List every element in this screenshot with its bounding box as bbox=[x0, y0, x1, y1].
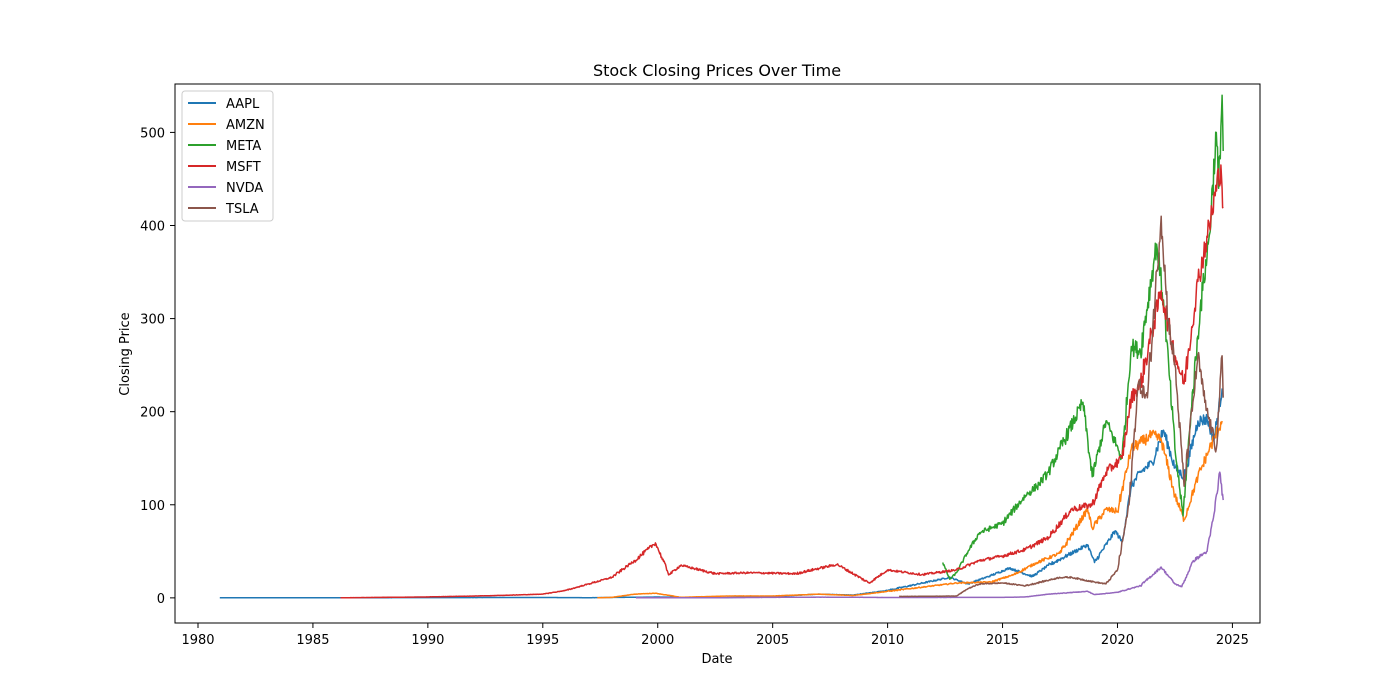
x-tick-label: 1990 bbox=[411, 633, 444, 648]
x-tick-label: 1980 bbox=[181, 633, 214, 648]
legend-label-tsla: TSLA bbox=[225, 202, 259, 217]
y-axis-title: Closing Price bbox=[118, 312, 133, 395]
series-line-nvda bbox=[635, 471, 1224, 599]
y-tick-label: 100 bbox=[140, 499, 165, 514]
legend-label-msft: MSFT bbox=[226, 160, 261, 175]
x-tick-label: 2010 bbox=[871, 633, 904, 648]
legend-label-meta: META bbox=[226, 139, 261, 154]
series-line-msft bbox=[340, 164, 1224, 599]
x-axis-title: Date bbox=[701, 652, 732, 667]
series-line-amzn bbox=[597, 420, 1223, 599]
legend-label-nvda: NVDA bbox=[226, 181, 263, 196]
y-axis: 0 100 200 300 400 500 bbox=[140, 126, 175, 607]
y-tick-label: 0 bbox=[157, 592, 165, 607]
y-tick-label: 200 bbox=[140, 406, 165, 421]
x-tick-label: 1995 bbox=[526, 633, 559, 648]
x-axis: 1980 1985 1990 1995 2000 2005 2010 2015 2020 2025 bbox=[181, 623, 1249, 648]
x-tick-label: 2015 bbox=[986, 633, 1019, 648]
x-tick-label: 1985 bbox=[296, 633, 329, 648]
y-tick-label: 400 bbox=[140, 219, 165, 234]
y-tick-label: 300 bbox=[140, 313, 165, 328]
legend: AAPL AMZN META MSFT NVDA TSLA bbox=[181, 90, 274, 222]
plot-frame bbox=[174, 83, 1261, 624]
chart-title: Stock Closing Prices Over Time bbox=[593, 61, 841, 80]
legend-label-aapl: AAPL bbox=[226, 97, 260, 112]
plot-lines bbox=[219, 94, 1224, 599]
x-tick-label: 2025 bbox=[1216, 633, 1249, 648]
series-line-tsla bbox=[898, 215, 1224, 598]
series-line-meta bbox=[942, 94, 1224, 580]
x-tick-label: 2020 bbox=[1101, 633, 1134, 648]
x-tick-label: 2005 bbox=[756, 633, 789, 648]
legend-label-amzn: AMZN bbox=[226, 118, 265, 133]
x-tick-label: 2000 bbox=[641, 633, 674, 648]
y-tick-label: 500 bbox=[140, 126, 165, 141]
